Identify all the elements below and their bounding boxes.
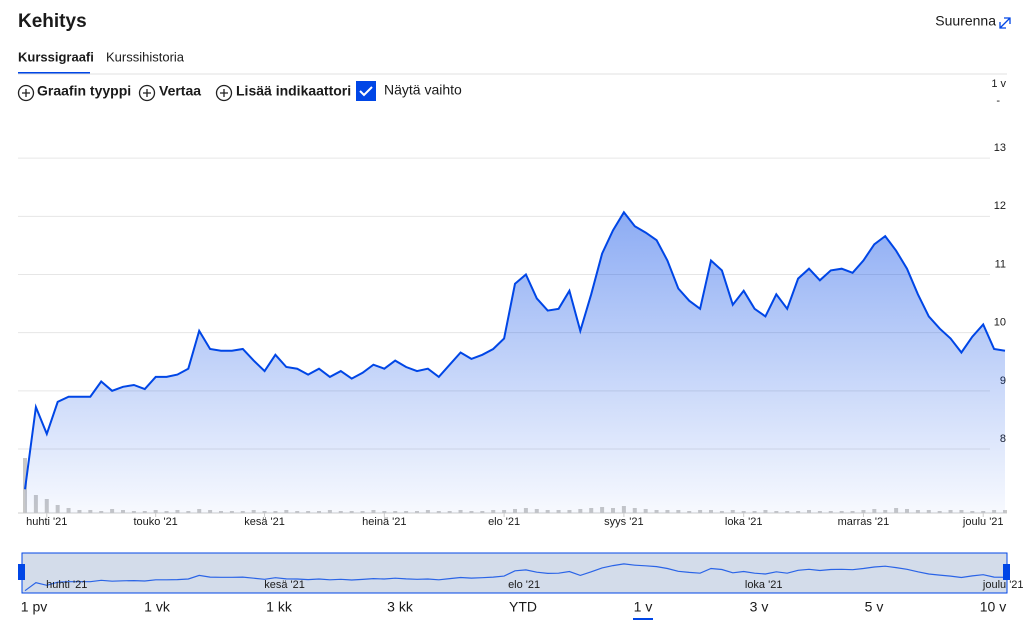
range-button[interactable]: 5 v: [865, 599, 884, 615]
checkbox[interactable]: [356, 81, 376, 101]
range-button[interactable]: 3 kk: [387, 599, 414, 615]
toolbar-button[interactable]: Vertaa: [159, 83, 201, 99]
range-button[interactable]: 10 v: [980, 599, 1006, 615]
y-tick-label: 13: [994, 142, 1006, 154]
navigator-label: kesä '21: [264, 579, 305, 591]
x-tick-label: heinä '21: [362, 516, 406, 528]
expand-icon: [999, 17, 1011, 29]
x-tick-label: joulu '21: [962, 516, 1004, 528]
x-tick-label: kesä '21: [244, 516, 285, 528]
plus-icon: [22, 89, 30, 97]
range-button[interactable]: 1 pv: [21, 599, 47, 615]
plus-icon: [17, 84, 35, 102]
x-tick-label: huhti '21: [26, 516, 67, 528]
x-tick-label: marras '21: [838, 516, 890, 528]
y-tick-label: 12: [994, 200, 1006, 212]
toolbar-button[interactable]: Lisää indikaattori: [236, 83, 351, 99]
navigator-label: huhti '21: [46, 579, 87, 591]
x-tick-label: elo '21: [488, 516, 520, 528]
plus-icon: [138, 84, 156, 102]
navigator-line: [24, 563, 1006, 592]
range-button[interactable]: 1 kk: [266, 599, 293, 615]
x-tick-label: syys '21: [604, 516, 643, 528]
plus-icon: [215, 84, 233, 102]
price-line: [24, 210, 1006, 490]
price-area: [25, 212, 1005, 514]
plus-icon: [143, 89, 151, 97]
y-tick-label: 11: [995, 258, 1006, 270]
title: Kehitys: [18, 11, 87, 32]
tab[interactable]: Kurssihistoria: [106, 49, 185, 64]
navigator-label: loka '21: [745, 579, 783, 591]
navigator-label: elo '21: [508, 579, 540, 591]
plus-icon: [220, 89, 228, 97]
navigator-handle[interactable]: [1003, 564, 1010, 580]
toolbar: Graafin tyyppi Vertaa Lisää indikaattori…: [17, 81, 462, 102]
x-tick-label: touko '21: [134, 516, 178, 528]
navigator-label: joulu '21: [982, 579, 1024, 591]
range-button[interactable]: YTD: [509, 599, 537, 615]
checkbox-label: Näytä vaihto: [384, 82, 462, 98]
volume-axis-label: -: [996, 95, 1000, 107]
check-mark: [359, 86, 373, 97]
expand-link[interactable]: Suurenna: [935, 13, 996, 29]
range-button[interactable]: 1 vk: [144, 599, 171, 615]
tab[interactable]: Kurssigraafi: [18, 49, 94, 64]
y-tick-label: 10: [994, 317, 1006, 329]
range-button[interactable]: 3 v: [750, 599, 769, 615]
toolbar-button[interactable]: Graafin tyyppi: [37, 83, 131, 99]
volume-axis-label: 1 v: [991, 78, 1006, 90]
range-button[interactable]: 1 v: [634, 599, 653, 615]
x-tick-label: loka '21: [725, 516, 763, 528]
navigator-handle[interactable]: [18, 564, 25, 580]
